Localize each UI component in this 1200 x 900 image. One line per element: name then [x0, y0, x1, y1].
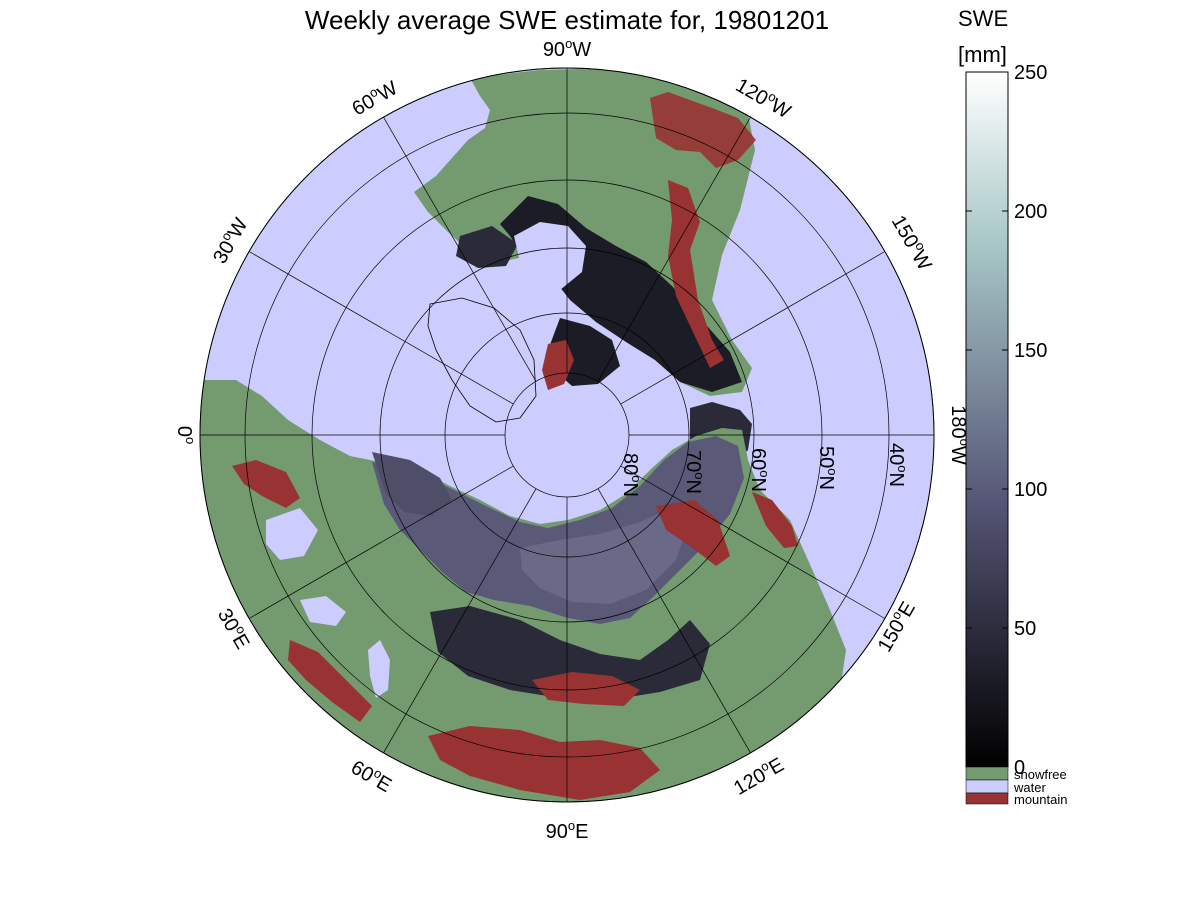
meridian-line: [383, 488, 537, 754]
lat-label-70n: 70oN: [682, 450, 707, 494]
colorbar-tick-label: 200: [1014, 201, 1047, 223]
lat-label-80n: 80oN: [619, 453, 644, 497]
baltic-sea: [266, 508, 318, 560]
lon-label-150w: 150oW: [887, 210, 938, 274]
lon-label-180w: 180oW: [947, 405, 972, 465]
legend-swatch-water: [965, 779, 1009, 794]
colorbar-tick-label: 150: [1014, 340, 1047, 362]
legend-label-water: water: [1013, 780, 1046, 795]
legend-label-snowfree: snowfree: [1014, 767, 1067, 782]
meridian-line: [248, 251, 514, 405]
arctic-island-mountain: [542, 340, 574, 390]
colorbar-tick-label: 250: [1014, 62, 1047, 84]
black-sea: [300, 596, 346, 626]
colorbar-tick-label: 100: [1014, 479, 1047, 501]
legend-swatch-mountain: [965, 792, 1009, 805]
meridian-line: [248, 465, 514, 619]
lat-label-60n: 60oN: [747, 448, 772, 492]
lat-label-40n: 40oN: [885, 443, 910, 487]
lon-label-90e: 90oE: [546, 818, 589, 843]
longitude-labels: 90oW 120oW 150oW 180oW 150oE 120oE 90oE …: [173, 36, 972, 843]
japan-mountain: [752, 492, 798, 548]
map-border: [199, 67, 935, 803]
colorbar-gradient: [965, 71, 1009, 768]
hudson-bay: [514, 222, 586, 292]
siberia-snow-dark: [430, 606, 710, 700]
caspian-sea: [368, 640, 390, 698]
meridian-line: [620, 465, 886, 619]
lon-label-90w: 90oW: [543, 36, 591, 61]
colorbar-ticks: 0 50 100 150 200 250: [966, 62, 1047, 779]
colorbar-tick-label: 50: [1014, 618, 1036, 640]
legend-label-mountain: mountain: [1014, 792, 1067, 807]
europe-mountain: [232, 460, 300, 508]
meridian-line: [597, 488, 751, 754]
meridian-line: [383, 116, 537, 382]
meridian-line: [620, 251, 886, 405]
far-east-mountain: [656, 500, 730, 566]
lat-label-50n: 50oN: [815, 446, 840, 490]
legend-swatch-snowfree: [965, 766, 1009, 781]
colorbar-tick-label: 0: [1014, 757, 1025, 779]
lon-label-0: 0o: [173, 426, 198, 444]
himalaya-mountain: [428, 726, 660, 800]
colorbar-label-unit: [mm]: [958, 42, 1007, 67]
meridian-line: [597, 116, 751, 382]
us-mountain: [650, 92, 756, 168]
rockies-mountain: [668, 180, 724, 368]
canada-snow-patch: [456, 226, 518, 268]
map-title: Weekly average SWE estimate for, 1980120…: [305, 5, 829, 35]
colorbar-label-swe: SWE: [958, 6, 1008, 31]
latitude-labels: 40oN 50oN 60oN 70oN 80oN: [619, 443, 910, 497]
polar-map: [200, 68, 934, 802]
turkey-iran-mountain: [288, 640, 372, 722]
lon-label-60e: 60oE: [347, 754, 397, 797]
siberia-snow-light: [520, 510, 690, 604]
